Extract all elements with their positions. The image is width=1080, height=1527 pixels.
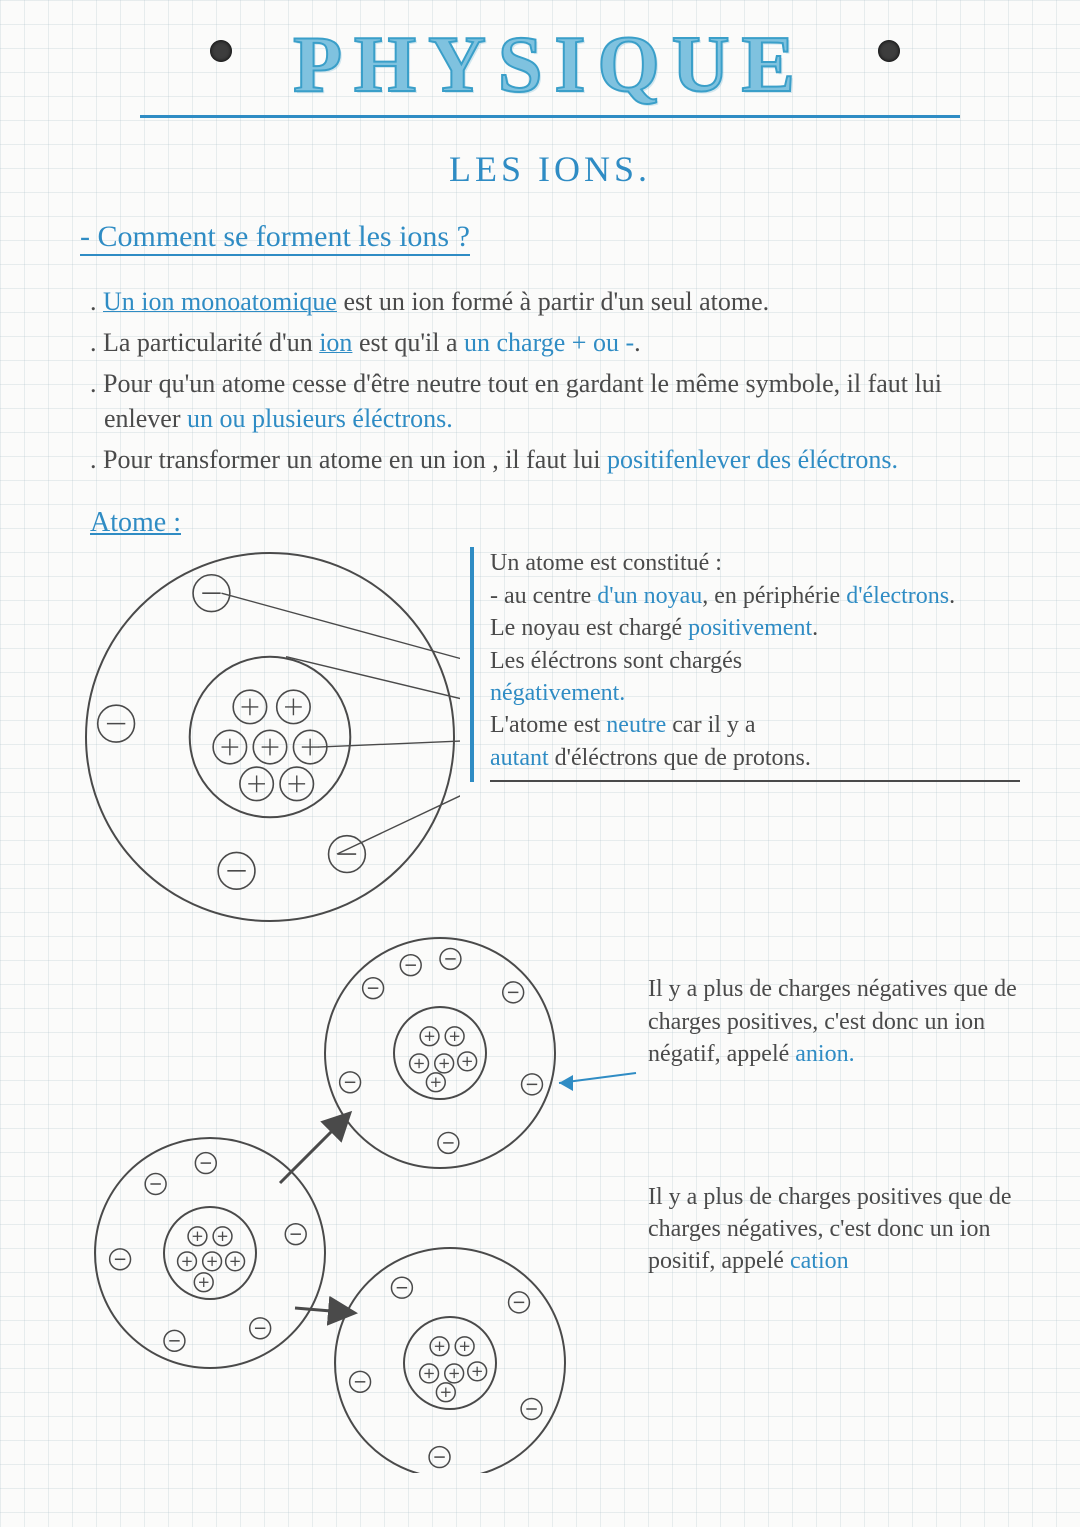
punch-hole [878,40,900,62]
page-title: PHYSIQUE [80,20,1020,111]
atom-diagram-row: éléctrons.noyauprotons.vide Un atome est… [80,547,1020,927]
subtitle: LES IONS. [80,148,1020,190]
ion-notes: Il y a plus de charges négatives que de … [640,933,1020,1277]
anion-note: Il y a plus de charges négatives que de … [648,973,1020,1070]
title-word: PHYSIQUE [293,21,807,109]
bullet-line: . La particularité d'un ion est qu'il a … [80,325,1010,360]
bullet-line: . Pour qu'un atome cesse d'être neutre t… [80,366,1010,436]
notebook-page: PHYSIQUE LES IONS. - Comment se forment … [0,0,1080,1527]
cation-note: Il y a plus de charges positives que de … [648,1181,1020,1278]
atom-label: Atome : [90,507,181,539]
ion-diagrams [80,933,640,1473]
bullet-line: . Un ion monoatomique est un ion formé à… [80,284,1010,319]
bullet-list: . Un ion monoatomique est un ion formé à… [80,284,1010,477]
bullet-line: . Pour transformer un atome en un ion , … [80,442,1010,477]
question-heading: - Comment se forment les ions ? [80,220,470,256]
atom-diagram: éléctrons.noyauprotons.vide [80,547,460,927]
punch-hole [210,40,232,62]
atom-side-note: Un atome est constitué :- au centre d'un… [470,547,1020,782]
title-underline [140,115,960,118]
